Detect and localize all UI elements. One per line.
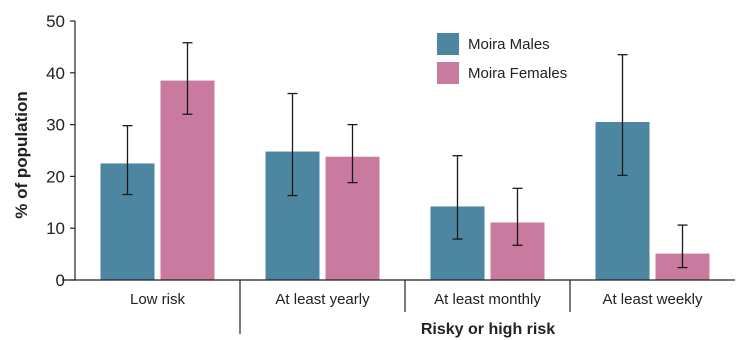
legend: Moira Males Moira Females bbox=[437, 33, 567, 84]
y-tick-label-5: 50 bbox=[46, 12, 65, 31]
x-tick-label-2: At least monthly bbox=[434, 291, 541, 308]
category-group-label: Risky or high risk bbox=[421, 321, 555, 338]
y-tick-label-2: 20 bbox=[46, 167, 65, 186]
y-tick-label-3: 30 bbox=[46, 116, 65, 135]
y-tick-label-1: 10 bbox=[46, 219, 65, 238]
legend-swatch-1 bbox=[437, 62, 459, 84]
y-tick-label-0: 0 bbox=[56, 271, 65, 290]
legend-label-1: Moira Females bbox=[468, 65, 567, 82]
y-axis: 0 10 20 30 40 50 bbox=[46, 12, 76, 290]
bars-layer bbox=[100, 80, 710, 280]
x-axis: Low risk At least yearly At least monthly A… bbox=[62, 279, 735, 334]
error-bars-layer bbox=[122, 42, 688, 269]
legend-label-0: Moira Males bbox=[468, 36, 550, 53]
legend-swatch-0 bbox=[437, 33, 459, 55]
x-tick-label-0: Low risk bbox=[130, 291, 186, 308]
x-tick-label-1: At least yearly bbox=[275, 291, 370, 308]
y-axis-label: % of population bbox=[12, 91, 31, 218]
y-tick-label-4: 40 bbox=[46, 64, 65, 83]
x-tick-label-3: At least weekly bbox=[602, 291, 703, 308]
